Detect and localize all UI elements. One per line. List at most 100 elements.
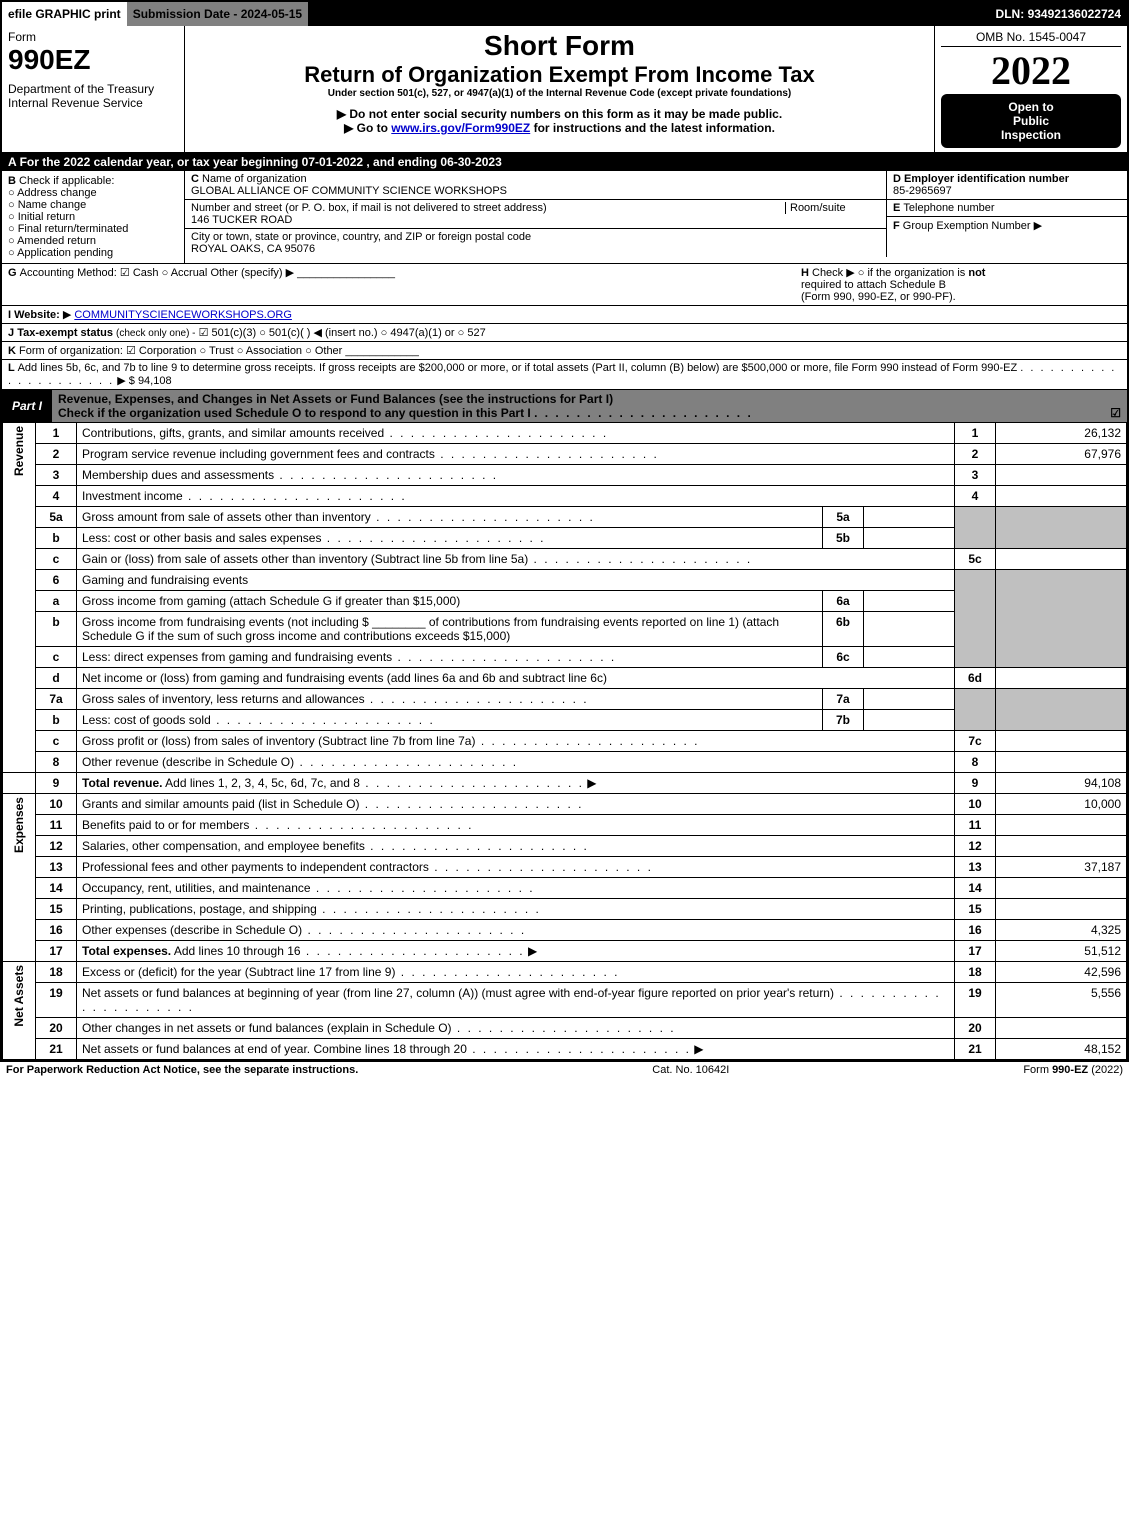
- irs-link[interactable]: www.irs.gov/Form990EZ: [391, 121, 530, 135]
- line-6-num: 6: [36, 570, 77, 591]
- line-6b-ref: 6b: [823, 612, 864, 647]
- line-15-ref: 15: [955, 899, 996, 920]
- line-18-num: 18: [36, 962, 77, 983]
- line-9-label: Add lines 1, 2, 3, 4, 5c, 6d, 7c, and 8: [165, 776, 360, 790]
- line-19-amount: 5,556: [996, 983, 1127, 1018]
- line-5a-inner-amt: [864, 507, 955, 528]
- line-8-label: Other revenue (describe in Schedule O): [82, 755, 294, 769]
- check-initial-return[interactable]: Initial return: [8, 211, 178, 223]
- submission-date: Submission Date - 2024-05-15: [127, 2, 308, 26]
- line-6b-inner-amt: [864, 612, 955, 647]
- main-title: Return of Organization Exempt From Incom…: [191, 62, 928, 88]
- line-7b-num: b: [36, 710, 77, 731]
- line-1-label: Contributions, gifts, grants, and simila…: [82, 426, 384, 440]
- part1-label: Part I: [2, 397, 52, 415]
- check-corporation[interactable]: Corporation: [126, 345, 196, 357]
- short-form-title: Short Form: [191, 30, 928, 62]
- form-header: Form 990EZ Department of the Treasury In…: [2, 26, 1127, 153]
- line-4-amount: [996, 486, 1127, 507]
- check-4947[interactable]: 4947(a)(1) or: [381, 327, 455, 339]
- check-501c3[interactable]: 501(c)(3): [199, 327, 257, 339]
- line-5b-num: b: [36, 528, 77, 549]
- check-association[interactable]: Association: [237, 345, 302, 357]
- form-container: efile GRAPHIC print Submission Date - 20…: [0, 0, 1129, 1062]
- side-net-assets: Net Assets: [3, 962, 36, 1060]
- row-g-h: G Accounting Method: Cash Accrual Other …: [2, 264, 1127, 306]
- line-5c-num: c: [36, 549, 77, 570]
- part1-note: (see the instructions for Part I): [439, 392, 613, 406]
- c-label: Name of organization: [202, 173, 307, 185]
- check-name-change[interactable]: Name change: [8, 199, 178, 211]
- line-2-amount: 67,976: [996, 444, 1127, 465]
- tax-year: 2022: [941, 47, 1121, 94]
- line-20-ref: 20: [955, 1018, 996, 1039]
- check-application-pending[interactable]: Application pending: [8, 247, 178, 259]
- part1-header: Part I Revenue, Expenses, and Changes in…: [2, 390, 1127, 422]
- check-amended-return[interactable]: Amended return: [8, 235, 178, 247]
- line-19-label: Net assets or fund balances at beginning…: [82, 986, 834, 1000]
- check-cash[interactable]: Cash: [120, 267, 159, 279]
- line-17-ref: 17: [955, 941, 996, 962]
- line-11-ref: 11: [955, 815, 996, 836]
- row-a-tax-year: A For the 2022 calendar year, or tax yea…: [2, 153, 1127, 171]
- h-check-text: Check ▶ ○ if the organization is: [812, 267, 965, 279]
- goto-note: Go to www.irs.gov/Form990EZ for instruct…: [191, 121, 928, 135]
- check-other-org[interactable]: Other: [305, 345, 342, 357]
- gross-receipts-amount: $ 94,108: [129, 375, 172, 387]
- line-21-ref: 21: [955, 1039, 996, 1060]
- line-18-label: Excess or (deficit) for the year (Subtra…: [82, 965, 395, 979]
- check-final-return[interactable]: Final return/terminated: [8, 223, 178, 235]
- line-5c-amount: [996, 549, 1127, 570]
- line-6d-label: Net income or (loss) from gaming and fun…: [77, 668, 955, 689]
- line-5a-num: 5a: [36, 507, 77, 528]
- line-17-label-bold: Total expenses.: [82, 944, 171, 958]
- footer-catalog: Cat. No. 10642I: [652, 1064, 729, 1076]
- line-6a-num: a: [36, 591, 77, 612]
- line-10-num: 10: [36, 794, 77, 815]
- col-b-checkboxes: B Check if applicable: Address change Na…: [2, 171, 185, 263]
- check-trust[interactable]: Trust: [199, 345, 233, 357]
- line-5a-ref: 5a: [823, 507, 864, 528]
- form-word: Form: [8, 30, 178, 44]
- line-1-amount: 26,132: [996, 423, 1127, 444]
- line-6a-inner-amt: [864, 591, 955, 612]
- line-14-ref: 14: [955, 878, 996, 899]
- e-label: Telephone number: [903, 202, 994, 214]
- city-state-zip: ROYAL OAKS, CA 95076: [191, 243, 315, 255]
- check-address-change[interactable]: Address change: [8, 187, 178, 199]
- line-5c-ref: 5c: [955, 549, 996, 570]
- line-9-ref: 9: [955, 773, 996, 794]
- efile-print[interactable]: efile GRAPHIC print: [2, 2, 127, 26]
- line-6d-num: d: [36, 668, 77, 689]
- line-6d-ref: 6d: [955, 668, 996, 689]
- check-527[interactable]: 527: [458, 327, 486, 339]
- line-5a-label: Gross amount from sale of assets other t…: [82, 510, 371, 524]
- line-13-ref: 13: [955, 857, 996, 878]
- section-b-to-f: B Check if applicable: Address change Na…: [2, 171, 1127, 264]
- website-link[interactable]: COMMUNITYSCIENCEWORKSHOPS.ORG: [74, 309, 292, 321]
- line-18-amount: 42,596: [996, 962, 1127, 983]
- line-7c-label: Gross profit or (loss) from sales of inv…: [82, 734, 475, 748]
- line-3-ref: 3: [955, 465, 996, 486]
- line-21-num: 21: [36, 1039, 77, 1060]
- line-20-label: Other changes in net assets or fund bala…: [82, 1021, 452, 1035]
- line-2-num: 2: [36, 444, 77, 465]
- line-9-amount: 94,108: [996, 773, 1127, 794]
- line-7c-num: c: [36, 731, 77, 752]
- line-17-num: 17: [36, 941, 77, 962]
- line-6a-label: Gross income from gaming (attach Schedul…: [77, 591, 823, 612]
- check-501c[interactable]: 501(c)( ) ◀ (insert no.): [259, 327, 377, 339]
- line-6a-ref: 6a: [823, 591, 864, 612]
- line-19-ref: 19: [955, 983, 996, 1018]
- line-10-ref: 10: [955, 794, 996, 815]
- part1-table: Revenue 1 Contributions, gifts, grants, …: [2, 422, 1127, 1060]
- line-1-num: 1: [36, 423, 77, 444]
- omb-number: OMB No. 1545-0047: [941, 30, 1121, 47]
- line-20-num: 20: [36, 1018, 77, 1039]
- line-2-ref: 2: [955, 444, 996, 465]
- line-5b-inner-amt: [864, 528, 955, 549]
- check-accrual[interactable]: Accrual: [162, 267, 208, 279]
- line-4-ref: 4: [955, 486, 996, 507]
- line-17-label: Add lines 10 through 16: [174, 944, 301, 958]
- form-number: 990EZ: [8, 44, 178, 76]
